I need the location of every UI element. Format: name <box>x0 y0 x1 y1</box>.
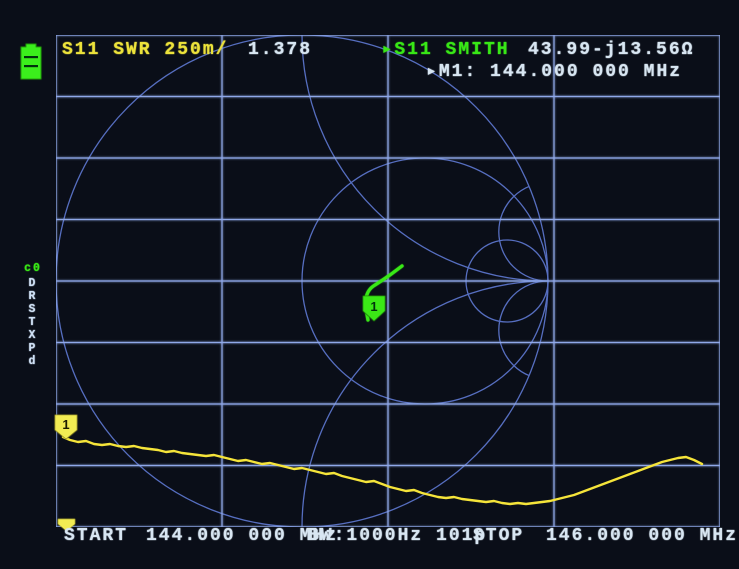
svg-text:d: d <box>29 355 38 368</box>
svg-text:43.99-j13.56Ω: 43.99-j13.56Ω <box>528 40 694 60</box>
svg-text:X: X <box>29 329 38 342</box>
svg-text:D: D <box>29 277 38 290</box>
svg-text:1.378: 1.378 <box>248 40 312 60</box>
svg-text:1: 1 <box>62 417 69 432</box>
svg-text:P: P <box>29 342 38 355</box>
svg-text:c0: c0 <box>24 262 42 275</box>
svg-text:S: S <box>29 303 38 316</box>
svg-text:S11 SWR 250m/: S11 SWR 250m/ <box>62 40 228 60</box>
svg-text:▸M1: 144.000 000 MHz: ▸M1: 144.000 000 MHz <box>426 62 682 82</box>
svg-text:146.000 000 MHz: 146.000 000 MHz <box>546 526 738 546</box>
svg-text:BW:1000Hz 101p: BW:1000Hz 101p <box>308 526 487 546</box>
svg-text:START: START <box>64 526 128 546</box>
svg-text:STOP: STOP <box>473 526 524 546</box>
svg-text:1: 1 <box>370 299 377 314</box>
svg-text:T: T <box>29 316 38 329</box>
svg-text:R: R <box>29 290 38 303</box>
svg-text:▸S11 SMITH: ▸S11 SMITH <box>382 40 510 60</box>
